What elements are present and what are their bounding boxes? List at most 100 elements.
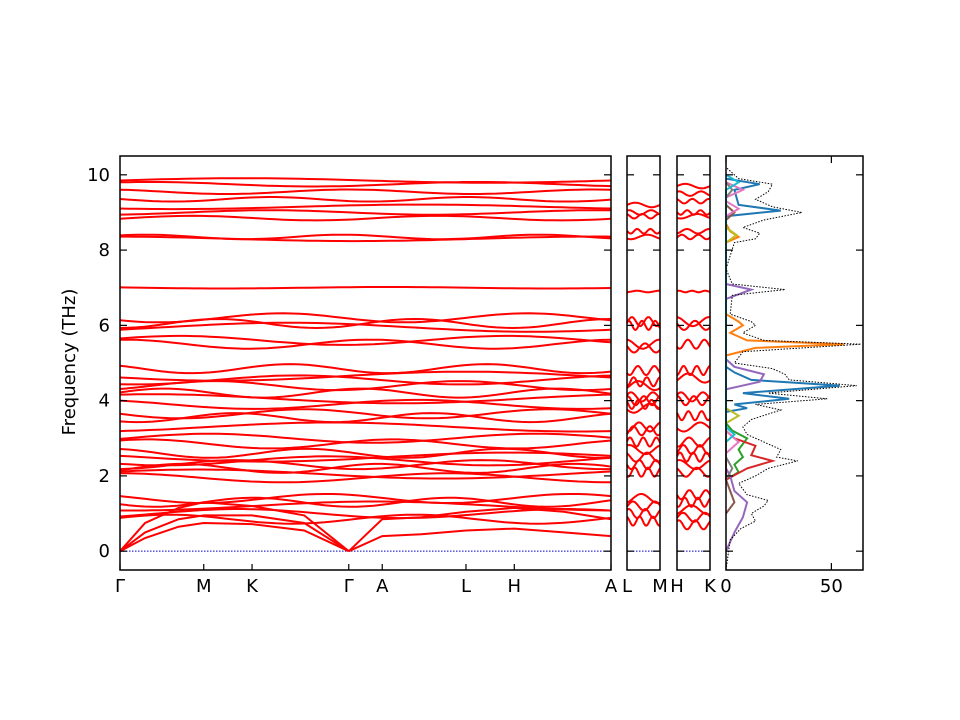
panel-frame [119, 155, 612, 571]
dos-panel: 0 50 [720, 155, 864, 597]
phonon-band [676, 451, 711, 463]
phonon-band [676, 519, 711, 531]
phonon-band [627, 289, 661, 294]
y-tick-label: 4 [99, 391, 110, 412]
phonon-band [676, 436, 711, 448]
phonon-band [119, 468, 612, 480]
projected-dos-curve [725, 422, 749, 481]
phonon-band [626, 342, 661, 354]
acoustic-band [348, 506, 612, 552]
x-tick-label: H [670, 576, 684, 597]
phonon-band [626, 364, 661, 376]
phonon-band [676, 410, 711, 422]
phonon-band [626, 466, 661, 478]
projected-dos-curve [725, 177, 840, 413]
dos-x-tick-label: 0 [720, 576, 731, 597]
phonon-band [676, 213, 711, 220]
phonon-band [676, 391, 711, 403]
phonon-band [676, 289, 711, 294]
phonon-band [626, 228, 661, 235]
phonon-band [676, 338, 711, 350]
phonon-band [676, 459, 711, 471]
panel-frame [626, 155, 661, 571]
phonon-band [626, 436, 661, 448]
acoustic-band [119, 514, 350, 553]
y-axis: 0 2 4 6 8 10 [87, 165, 110, 562]
phonon-band [119, 334, 612, 346]
phonon-band [120, 500, 612, 512]
phonon-band [626, 380, 661, 392]
phonon-band [626, 319, 661, 331]
band-panel-lm [626, 155, 661, 571]
phonon-band [626, 233, 661, 241]
phonon-band [626, 376, 661, 388]
x-tick-label: K [704, 576, 717, 597]
phonon-band [626, 421, 661, 433]
phonon-band [676, 466, 711, 478]
phonon-band [119, 408, 612, 420]
phonon-band [119, 196, 612, 203]
phonon-band [120, 472, 611, 484]
phonon-band [119, 317, 612, 330]
phonon-band [626, 201, 661, 209]
y-tick-label: 8 [99, 240, 110, 261]
phonon-band [119, 214, 612, 222]
phonon-band [626, 391, 661, 403]
projected-dos-curve [725, 181, 746, 455]
phonon-band [119, 188, 612, 195]
phonon-band [119, 387, 612, 399]
phonon-band [119, 447, 612, 459]
phonon-band [119, 432, 612, 444]
phonon-band [676, 190, 711, 197]
acoustic-band [348, 527, 612, 553]
phonon-band [626, 515, 661, 527]
phonon-band [120, 338, 612, 350]
phonon-band [676, 233, 711, 241]
acoustic-band [119, 501, 350, 552]
phonon-band [676, 489, 711, 501]
phonon-band [676, 372, 711, 384]
x-tick-label: M [652, 576, 668, 597]
x-tick-label: H [508, 576, 522, 597]
x-tick-label: A [605, 576, 618, 597]
phonon-band [119, 398, 612, 410]
x-tick-label: L [461, 576, 471, 597]
band-panel-main [119, 155, 612, 571]
x-tick-label: A [376, 576, 389, 597]
y-tick-label: 0 [99, 541, 110, 562]
phonon-band [676, 228, 711, 235]
phonon-band [676, 395, 711, 407]
phonon-band [676, 316, 710, 328]
panel-frame [676, 155, 711, 571]
y-tick-label: 10 [87, 165, 110, 186]
phonon-band [119, 421, 612, 433]
phonon-band [119, 286, 612, 290]
acoustic-band [119, 521, 350, 553]
phonon-band [626, 459, 661, 471]
phonon-band [626, 213, 661, 220]
phonon-band [676, 182, 711, 190]
phonon-band [119, 462, 612, 474]
phonon-band [676, 319, 711, 331]
phonon-band [119, 203, 612, 211]
phonon-band [120, 235, 612, 243]
phonon-band [119, 321, 612, 333]
phonon-band [626, 507, 661, 519]
phonon-band [626, 425, 661, 437]
y-tick-label: 2 [99, 466, 110, 487]
phonon-band [626, 443, 661, 456]
x-tick-label: K [246, 576, 259, 597]
phonon-band [676, 364, 711, 377]
dos-x-tick-label: 50 [820, 576, 843, 597]
phonon-band [119, 209, 612, 216]
phonon-band [119, 412, 612, 424]
x-tick-label: M [196, 576, 212, 597]
phonon-band [676, 421, 711, 433]
phonon-band [119, 181, 612, 188]
x-tick-label: Γ [115, 576, 125, 597]
projected-dos-curve [725, 223, 845, 357]
phonon-band [626, 402, 661, 414]
phonon-band [626, 338, 660, 350]
